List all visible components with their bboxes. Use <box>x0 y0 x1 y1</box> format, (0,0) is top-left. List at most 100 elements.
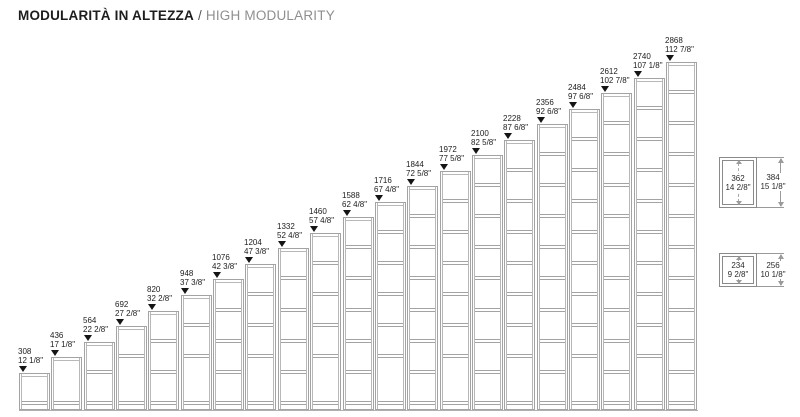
column-height-label: 820 32 2/8" <box>147 285 211 310</box>
height-inches: 27 2/8" <box>115 308 141 318</box>
shelf-line <box>410 308 435 312</box>
shelf-line <box>313 261 338 265</box>
shelf-column <box>116 326 147 410</box>
shelf-line <box>443 199 468 203</box>
column-height-label: 1204 47 3/8" <box>244 238 308 263</box>
height-mm: 2100 <box>471 129 489 138</box>
column-height-label: 1460 57 4/8" <box>309 207 373 232</box>
height-inches: 67 4/8" <box>374 184 400 194</box>
shelf-line <box>119 401 144 405</box>
shelf-line <box>507 354 532 358</box>
down-arrow-marker-icon <box>213 272 221 278</box>
column-top-line <box>248 267 273 268</box>
shelf-line <box>346 370 371 374</box>
shelf-line <box>281 339 306 343</box>
height-inches: 87 6/8" <box>503 122 529 132</box>
down-arrow-marker-icon <box>245 257 253 263</box>
height-mm: 1332 <box>277 222 295 231</box>
shelf-line <box>637 354 662 358</box>
shelf-line <box>475 401 500 405</box>
shelf-line <box>572 401 597 405</box>
height-mm: 1588 <box>342 191 360 200</box>
small-module-bottom-tick <box>757 286 784 287</box>
height-inches: 52 4/8" <box>277 230 303 240</box>
shelf-line <box>669 339 694 343</box>
title-italian: MODULARITÀ IN ALTEZZA <box>18 8 194 23</box>
shelf-line <box>248 323 273 327</box>
shelf-column <box>148 311 179 410</box>
shelf-line <box>572 230 597 234</box>
down-arrow-marker-icon <box>440 164 448 170</box>
ground-line <box>19 410 698 411</box>
shelf-line <box>313 323 338 327</box>
height-mm: 1204 <box>244 238 262 247</box>
shelf-line <box>475 308 500 312</box>
height-mm: 2228 <box>503 114 521 123</box>
shelf-line <box>346 339 371 343</box>
shelf-line <box>669 152 694 156</box>
shelf-line <box>507 261 532 265</box>
large-inner-mm: 362 <box>731 173 745 183</box>
height-mm: 1460 <box>309 207 327 216</box>
small-inner-inches: 9 2/8" <box>727 270 749 279</box>
shelf-line <box>443 292 468 296</box>
shelf-line <box>475 339 500 343</box>
shelf-line <box>572 168 597 172</box>
shelf-line <box>346 245 371 249</box>
shelf-column <box>310 233 341 410</box>
shelf-line <box>540 370 565 374</box>
column-top-line <box>54 360 79 361</box>
down-arrow-marker-icon <box>310 226 318 232</box>
down-arrow-marker-icon <box>181 288 189 294</box>
shelf-line <box>281 401 306 405</box>
height-mm: 308 <box>18 347 32 356</box>
column-top-line <box>22 376 47 377</box>
shelf-line <box>184 323 209 327</box>
down-arrow-marker-icon <box>666 55 674 61</box>
shelf-line <box>604 308 629 312</box>
height-inches: 92 6/8" <box>536 106 562 116</box>
shelf-line <box>540 214 565 218</box>
large-module-bottom-tick <box>757 207 784 208</box>
shelf-line <box>669 214 694 218</box>
shelf-column <box>537 124 568 410</box>
height-mm: 820 <box>147 285 161 294</box>
column-top-line <box>119 329 144 330</box>
shelf-line <box>216 308 241 312</box>
shelf-line <box>22 401 47 405</box>
shelf-line <box>507 199 532 203</box>
down-arrow-marker-icon <box>116 319 124 325</box>
shelf-line <box>87 401 112 405</box>
shelf-column <box>601 93 632 410</box>
shelf-line <box>378 292 403 296</box>
column-height-label: 2612 102 7/8" <box>600 67 664 92</box>
height-mm: 2484 <box>568 83 586 92</box>
shelf-line <box>313 401 338 405</box>
large-outer-inches: 15 1/8" <box>760 182 786 191</box>
column-top-line <box>507 143 532 144</box>
shelf-line <box>637 230 662 234</box>
shelf-column <box>213 279 244 410</box>
height-mm: 1972 <box>439 145 457 154</box>
column-height-label: 436 17 1/8" <box>50 331 114 356</box>
down-arrow-marker-icon <box>504 133 512 139</box>
title-separator: / <box>197 8 202 23</box>
shelf-line <box>507 168 532 172</box>
shelf-line <box>410 401 435 405</box>
shelf-column <box>343 217 374 410</box>
column-top-line <box>346 220 371 221</box>
shelf-line <box>216 401 241 405</box>
shelf-line <box>507 323 532 327</box>
shelf-line <box>151 370 176 374</box>
column-height-label: 1076 42 3/8" <box>212 253 276 278</box>
arrow-down-icon <box>778 281 784 286</box>
column-top-line <box>216 282 241 283</box>
shelf-line <box>572 199 597 203</box>
small-outer-inches: 10 1/8" <box>760 270 786 279</box>
height-inches: 77 5/8" <box>439 153 465 163</box>
shelf-line <box>669 90 694 94</box>
down-arrow-marker-icon <box>569 102 577 108</box>
shelf-line <box>87 370 112 374</box>
height-inches: 97 6/8" <box>568 91 594 101</box>
